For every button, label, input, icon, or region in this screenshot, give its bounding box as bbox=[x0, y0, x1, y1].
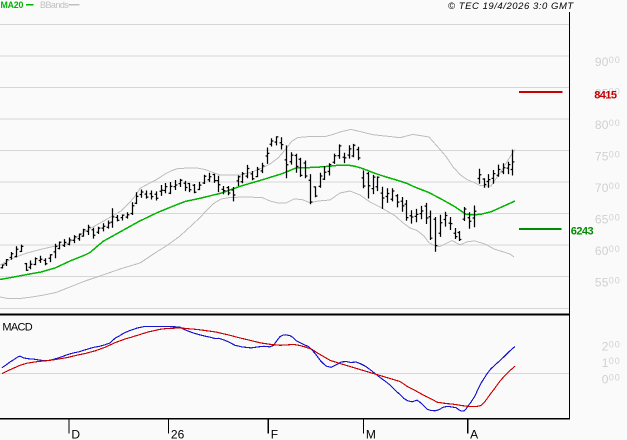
svg-text:7000: 7000 bbox=[595, 181, 621, 195]
svg-text:9000: 9000 bbox=[595, 55, 621, 69]
svg-text:7500: 7500 bbox=[595, 150, 621, 164]
svg-text:6000: 6000 bbox=[595, 244, 621, 258]
svg-text:26: 26 bbox=[171, 427, 185, 440]
svg-text:MACD: MACD bbox=[2, 322, 32, 334]
svg-text:F: F bbox=[271, 427, 278, 440]
svg-text:6243: 6243 bbox=[571, 225, 594, 237]
svg-text:D: D bbox=[71, 427, 80, 440]
svg-text:8000: 8000 bbox=[595, 118, 621, 132]
svg-text:200: 200 bbox=[602, 339, 621, 353]
svg-text:A: A bbox=[470, 427, 478, 440]
svg-text:8415: 8415 bbox=[594, 90, 617, 102]
svg-text:MA20: MA20 bbox=[1, 0, 24, 10]
svg-text:BBands: BBands bbox=[40, 0, 69, 10]
svg-text:100: 100 bbox=[602, 356, 621, 370]
svg-text:M: M bbox=[366, 427, 376, 440]
svg-text:© TEC 19/4/2026 3:0 GMT: © TEC 19/4/2026 3:0 GMT bbox=[448, 1, 574, 12]
svg-text:6500: 6500 bbox=[595, 213, 621, 227]
svg-text:5500: 5500 bbox=[595, 276, 621, 290]
svg-text:8500: 8500 bbox=[595, 87, 621, 101]
svg-text:000: 000 bbox=[602, 372, 621, 386]
